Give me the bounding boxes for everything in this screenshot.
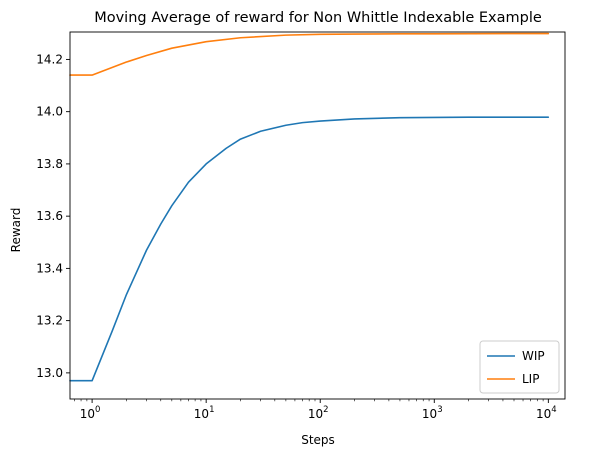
x-tick-label: 101: [194, 405, 215, 421]
legend: WIP LIP: [479, 340, 560, 394]
x-tick-label-exponent: 1: [209, 405, 214, 415]
x-axis-label: Steps: [301, 433, 335, 447]
y-axis: 13.0 13.2 13.4 13.6 13.8 14.0 14.2: [36, 52, 70, 380]
legend-box: [479, 340, 560, 394]
series-line-wip: [69, 116, 550, 382]
x-tick-label: 102: [308, 405, 329, 421]
x-tick-label-base: 10: [536, 407, 551, 421]
x-tick-label: 104: [536, 405, 557, 421]
x-axis: 100 101 102 103 104: [74, 399, 557, 421]
series-line-lip: [69, 32, 550, 76]
series-layer: [69, 32, 550, 382]
y-tick-label: 13.8: [36, 157, 63, 171]
y-axis-label: Reward: [9, 208, 23, 253]
y-tick-label: 13.0: [36, 366, 63, 380]
x-tick-label-base: 10: [308, 407, 323, 421]
x-tick-label: 100: [80, 405, 101, 421]
y-tick-label: 14.2: [36, 52, 63, 66]
y-tick-label: 13.4: [36, 261, 63, 275]
x-tick-label-exponent: 2: [323, 405, 328, 415]
x-tick-label-exponent: 3: [437, 405, 442, 415]
chart-title: Moving Average of reward for Non Whittle…: [94, 10, 542, 26]
x-tick-label-base: 10: [422, 407, 437, 421]
x-tick-label: 103: [422, 405, 443, 421]
x-tick-label-exponent: 0: [95, 405, 100, 415]
plot-frame: [69, 31, 566, 400]
y-tick-label: 14.0: [36, 105, 63, 119]
legend-label-wip: WIP: [522, 349, 545, 363]
y-tick-label: 13.6: [36, 209, 63, 223]
x-tick-label-base: 10: [80, 407, 95, 421]
x-tick-label-base: 10: [194, 407, 209, 421]
legend-label-lip: LIP: [522, 372, 539, 386]
y-tick-label: 13.2: [36, 314, 63, 328]
x-tick-label-exponent: 4: [551, 405, 556, 415]
